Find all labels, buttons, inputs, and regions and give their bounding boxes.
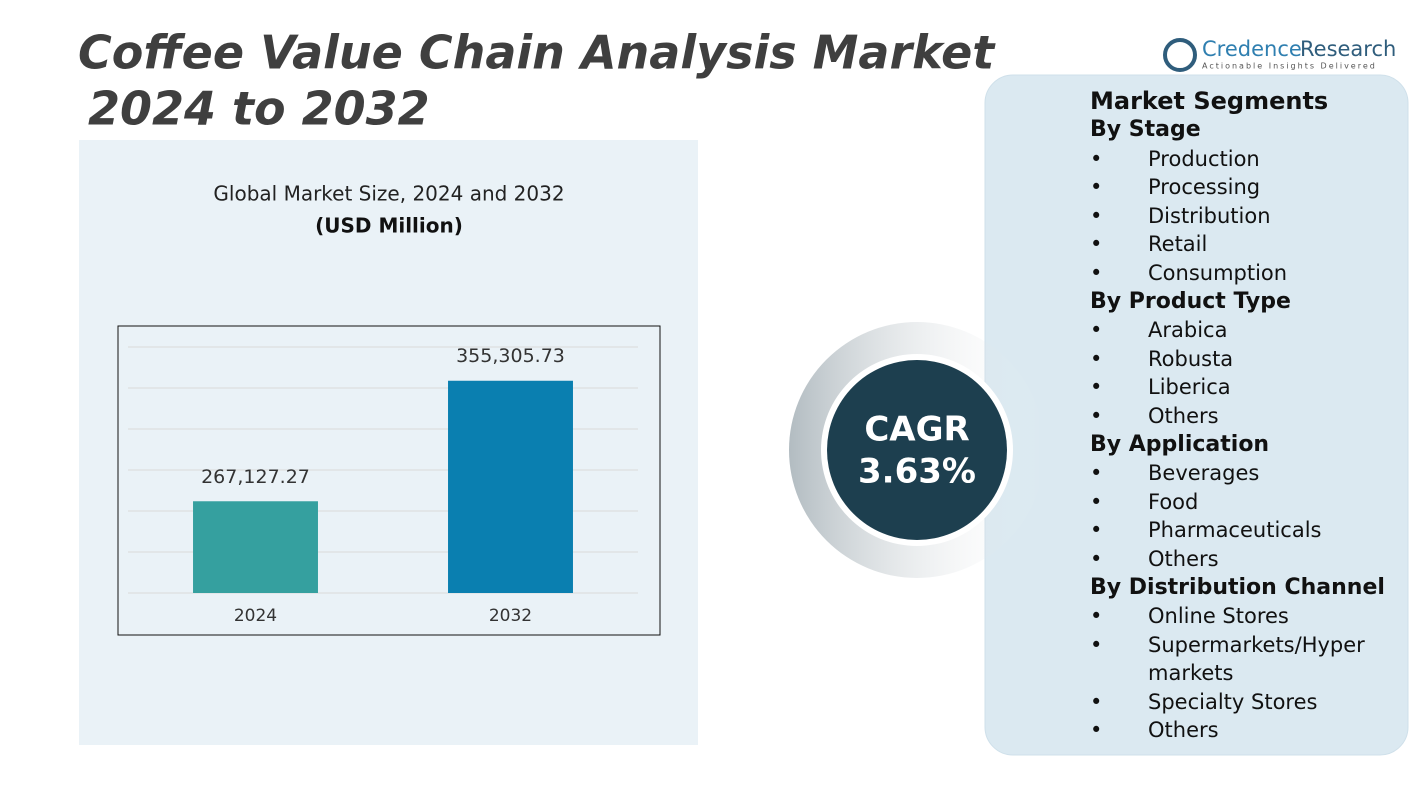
value-label: 267,127.27 [201,466,310,488]
cagr-circle [827,360,1007,540]
bar [448,380,573,593]
segments-title: Market Segments [1090,87,1329,115]
logo-icon [1163,38,1197,72]
segment-list: ArabicaRobustaLibericaOthers [1090,316,1400,430]
bar [193,501,318,593]
chart-subtitle: (USD Million) [315,214,463,238]
segment-item: Beverages [1090,459,1400,488]
segment-item: Processing [1090,173,1400,202]
segment-item: Others [1090,545,1400,574]
segment-item: Arabica [1090,316,1400,345]
segment-item: Robusta [1090,345,1400,374]
segment-item: Pharmaceuticals [1090,516,1400,545]
segment-item: Production [1090,145,1400,174]
segment-heading: By Distribution Channel [1090,574,1385,600]
segment-item: Online Stores [1090,602,1400,631]
value-label: 355,305.73 [456,345,565,367]
segment-item: Liberica [1090,373,1400,402]
segment-item: Distribution [1090,202,1400,231]
chart-title: Global Market Size, 2024 and 2032 [213,182,564,206]
logo-name: Credence [1202,37,1302,61]
logo-tagline: Actionable Insights Delivered [1202,62,1377,71]
segment-item: Others [1090,402,1400,431]
segment-heading: By Application [1090,431,1270,457]
segment-item: Food [1090,488,1400,517]
segment-item: Retail [1090,230,1400,259]
segment-item: Consumption [1090,259,1400,288]
segment-list: ProductionProcessingDistributionRetailCo… [1090,145,1400,288]
segment-item: Specialty Stores [1090,688,1400,717]
logo-name: Research [1300,37,1396,61]
segment-heading: By Product Type [1090,288,1291,314]
segment-item: Supermarkets/Hyper markets [1090,631,1400,688]
plot-frame [117,325,661,636]
cagr-label: CAGR [864,410,969,450]
chart-panel [79,140,698,745]
page-title: 2024 to 2032 [88,82,430,136]
segment-list: BeveragesFoodPharmaceuticalsOthers [1090,459,1400,573]
segment-list: Online StoresSupermarkets/Hyper marketsS… [1090,602,1400,745]
segment-heading: By Stage [1090,117,1201,142]
cagr-value: 3.63% [858,452,976,492]
page-title: Coffee Value Chain Analysis Market [78,26,996,80]
x-tick-label: 2032 [489,606,532,626]
x-tick-label: 2024 [234,606,277,626]
segment-item: Others [1090,716,1400,745]
